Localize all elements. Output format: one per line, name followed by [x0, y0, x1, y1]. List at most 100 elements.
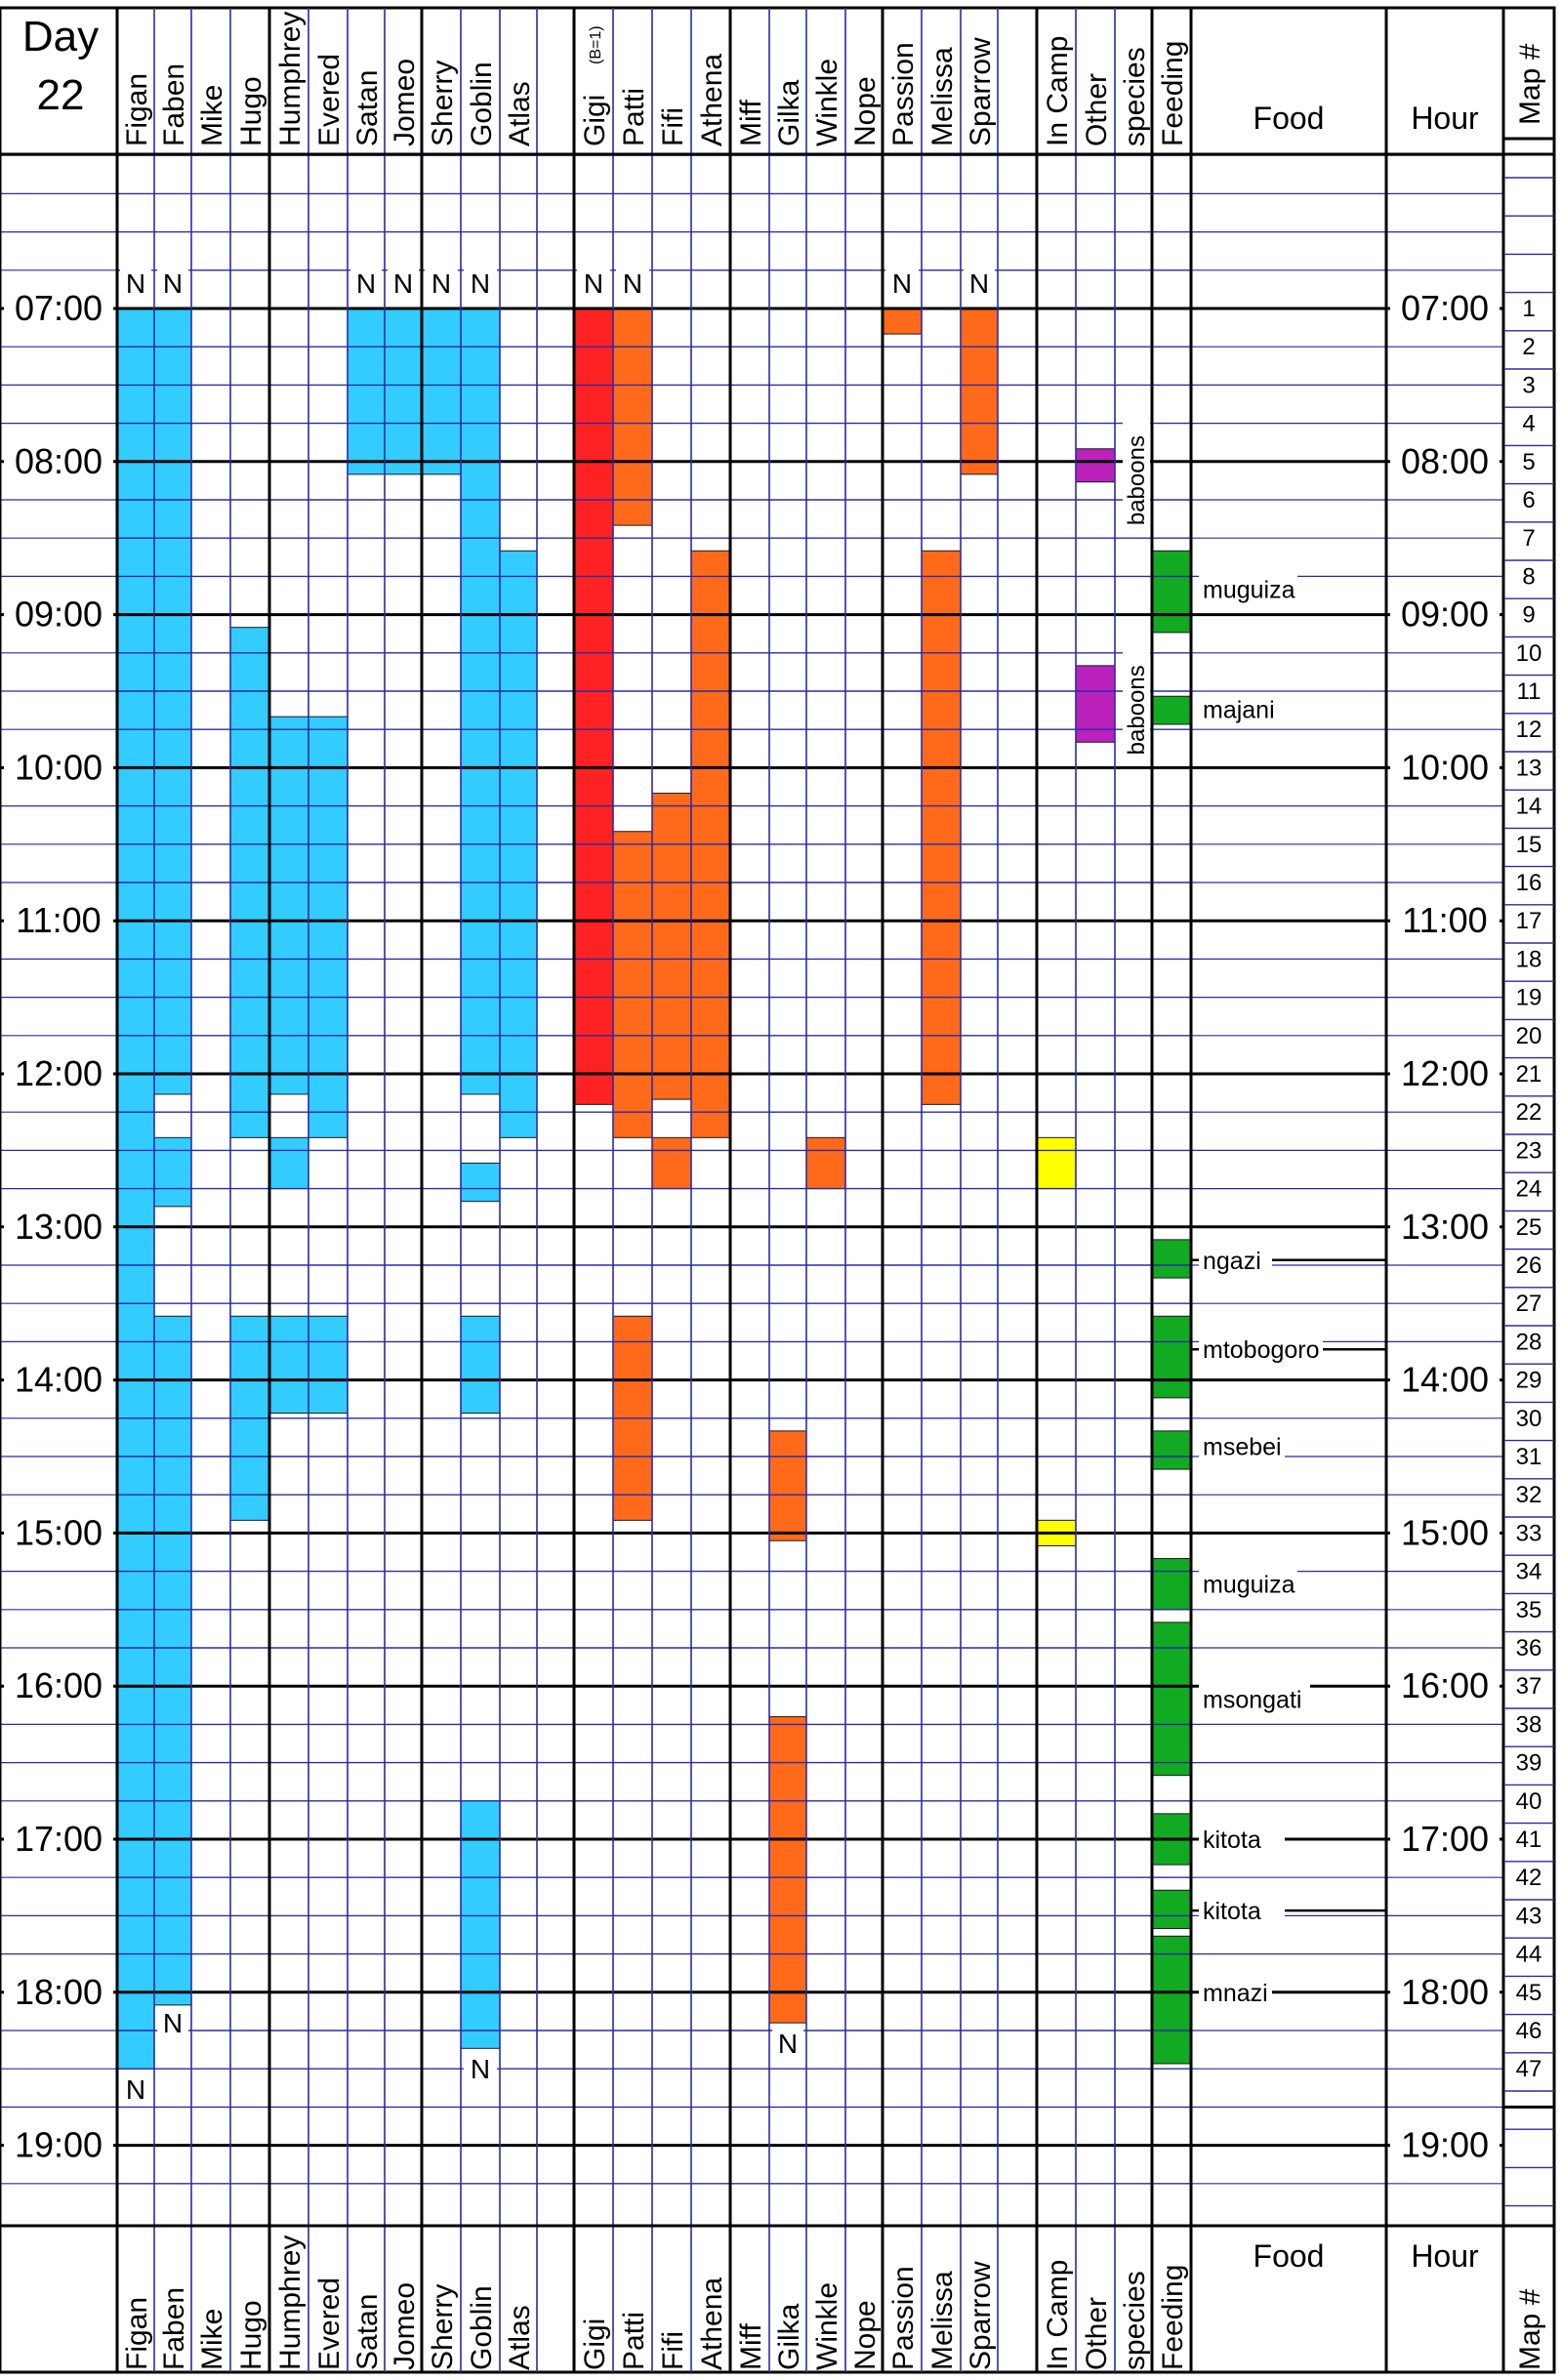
presence-bar-feeding — [1151, 1558, 1192, 1611]
column-header-sherry: Sherry — [427, 61, 459, 146]
map-number: 3 — [1522, 372, 1535, 398]
hour-label-right: 11:00 — [1402, 900, 1487, 940]
column-header-patti: Patti — [618, 88, 650, 146]
column-header-mike: Mike — [196, 85, 228, 146]
presence-bar-feeding — [1151, 1889, 1192, 1929]
food-label: msongati — [1203, 1686, 1301, 1713]
column-footer-fifi: Fifi — [657, 2331, 689, 2370]
column-footer-sparrow: Sparrow — [965, 2261, 997, 2370]
nest-mark-bg — [157, 267, 188, 297]
column-header-other_b: species — [1119, 47, 1151, 146]
map-number: 19 — [1516, 985, 1542, 1011]
hour-label-bg — [1390, 1513, 1500, 1553]
hour-label-bg — [1390, 1666, 1500, 1706]
hour-label-right: 15:00 — [1401, 1512, 1489, 1552]
food-label: kitota — [1203, 1898, 1261, 1925]
hour-header: Hour — [1411, 101, 1479, 136]
food-label: kitota — [1203, 1826, 1261, 1854]
column-header-athena: Athena — [696, 54, 728, 146]
hour-label-bg — [4, 289, 113, 328]
presence-bar-fifi — [651, 1136, 692, 1190]
map-number: 2 — [1522, 334, 1535, 360]
food-label-bg — [1199, 1334, 1323, 1366]
map-number: 15 — [1516, 832, 1542, 858]
hour-label-bg — [4, 441, 113, 481]
hour-label-bg — [4, 1360, 113, 1400]
map-number: 17 — [1516, 908, 1542, 934]
presence-bar-passion — [882, 308, 923, 335]
map-number: 44 — [1516, 1942, 1542, 1968]
presence-bar-feeding — [1151, 550, 1192, 634]
presence-bar-goblin — [460, 1162, 501, 1203]
map-number: 8 — [1522, 563, 1535, 590]
hour-footer: Hour — [1411, 2238, 1479, 2274]
nest-mark-bg — [425, 267, 458, 297]
map-number: 13 — [1516, 755, 1542, 781]
food-label-bg — [1199, 1824, 1285, 1855]
column-header-melissa: Melissa — [926, 47, 959, 146]
food-label: majani — [1203, 696, 1275, 723]
food-label: msebei — [1203, 1434, 1282, 1461]
column-header-fifi: Fifi — [657, 107, 689, 146]
map-number: 45 — [1516, 1980, 1542, 2006]
map-footer: Map # — [1514, 2288, 1546, 2370]
column-header-sparrow: Sparrow — [965, 37, 997, 146]
map-number: 29 — [1516, 1368, 1542, 1394]
column-footer-humphrey: Humphrey — [274, 2236, 307, 2370]
labels: 1234567891011121314151617181920212223242… — [4, 12, 1546, 2370]
map-number: 22 — [1516, 1099, 1542, 1126]
presence-bar-goblin — [460, 308, 501, 1095]
nest-mark-bg — [964, 267, 995, 297]
food-header: Food — [1254, 101, 1325, 136]
nest-mark-sherry: N — [432, 268, 451, 299]
nest-mark-gilka: N — [778, 2029, 798, 2059]
hour-label-bg — [4, 748, 113, 788]
column-footer-winkle: Winkle — [811, 2282, 843, 2370]
hour-label-right: 10:00 — [1401, 747, 1489, 787]
presence-bar-incamp — [1036, 1136, 1077, 1190]
column-footer-evered: Evered — [313, 2277, 346, 2370]
map-number: 24 — [1516, 1176, 1542, 1203]
hour-label-right: 09:00 — [1401, 595, 1489, 635]
nest-mark-bg — [464, 267, 497, 297]
column-footer-gigi: Gigi — [579, 2318, 611, 2370]
presence-bar-feeding — [1151, 1315, 1192, 1399]
presence-bar-feeding — [1151, 1935, 1192, 2065]
presence-bar-faben — [153, 1136, 192, 1208]
column-header-goblin: Goblin — [466, 62, 498, 146]
map-number: 46 — [1516, 2018, 1542, 2044]
map-number: 47 — [1516, 2056, 1542, 2082]
column-footer-jomeo: Jomeo — [389, 2282, 421, 2370]
hour-label-right: 13:00 — [1401, 1207, 1489, 1247]
hour-label-bg — [1390, 2125, 1500, 2165]
other-species-label-bg — [1123, 639, 1150, 756]
presence-bar-satan — [347, 308, 386, 475]
hour-label-bg — [1390, 289, 1500, 328]
nest-mark-passion: N — [892, 268, 912, 299]
map-number: 28 — [1516, 1329, 1542, 1355]
hour-label-bg — [1390, 441, 1500, 481]
nest-mark-bg — [388, 267, 419, 297]
map-number: 26 — [1516, 1252, 1542, 1279]
column-header-passion: Passion — [887, 42, 920, 146]
column-header-feeding: Feeding — [1157, 41, 1189, 146]
map-number: 16 — [1516, 870, 1542, 896]
column-header-satan: Satan — [351, 70, 384, 146]
column-header-miff: Miff — [735, 100, 767, 146]
other-species-label-bg — [1123, 410, 1150, 526]
map-number: 40 — [1516, 1788, 1542, 1815]
map-number: 1 — [1522, 296, 1535, 322]
presence-bar-sparrow — [960, 308, 999, 475]
presence-bar-other_a — [1075, 665, 1116, 743]
map-header: Map # — [1514, 43, 1546, 125]
food-label-bg — [1199, 1430, 1285, 1462]
nest-mark-jomeo: N — [393, 268, 413, 299]
food-label-bg — [1199, 1976, 1272, 2008]
nest-mark-figan: N — [126, 268, 145, 299]
column-header-faben: Faben — [158, 63, 190, 146]
hour-label-bg — [4, 2125, 113, 2165]
hour-label-left: 08:00 — [15, 441, 103, 481]
hour-label-bg — [4, 595, 113, 635]
column-footer-goblin: Goblin — [466, 2285, 498, 2370]
